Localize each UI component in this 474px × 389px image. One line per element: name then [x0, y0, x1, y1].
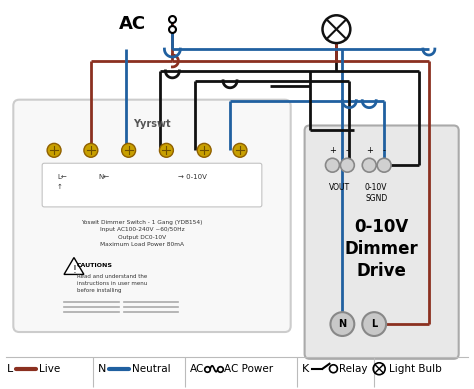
- Circle shape: [340, 158, 354, 172]
- Text: N←: N←: [99, 174, 110, 180]
- Circle shape: [122, 144, 136, 157]
- Circle shape: [84, 144, 98, 157]
- Text: -: -: [383, 146, 386, 155]
- Text: 0-10V: 0-10V: [355, 218, 409, 236]
- Text: → 0-10V: → 0-10V: [178, 174, 207, 180]
- Text: +: +: [329, 146, 336, 155]
- Circle shape: [159, 144, 173, 157]
- Circle shape: [330, 312, 354, 336]
- Text: AC: AC: [190, 364, 205, 374]
- Text: Dimmer: Dimmer: [345, 240, 419, 258]
- Circle shape: [362, 312, 386, 336]
- Circle shape: [377, 158, 391, 172]
- Text: !: !: [72, 265, 76, 275]
- Text: +: +: [366, 146, 373, 155]
- Text: ↑: ↑: [57, 184, 63, 190]
- Text: Yoswit Dimmer Switch - 1 Gang (YDB154)
Input AC100-240V ~60/50Hz
Output DC0-10V
: Yoswit Dimmer Switch - 1 Gang (YDB154) I…: [82, 220, 203, 247]
- Text: Neutral: Neutral: [132, 364, 170, 374]
- Text: Drive: Drive: [357, 262, 407, 280]
- Text: K: K: [301, 364, 309, 374]
- Text: AC Power: AC Power: [224, 364, 273, 374]
- Text: Yyrswt: Yyrswt: [133, 119, 171, 128]
- FancyBboxPatch shape: [13, 100, 291, 332]
- Text: N: N: [338, 319, 346, 329]
- Circle shape: [197, 144, 211, 157]
- Text: CAUTIONS: CAUTIONS: [77, 263, 113, 268]
- Text: Read and understand the
instructions in user menu
before installing: Read and understand the instructions in …: [77, 274, 147, 293]
- Text: AC: AC: [118, 15, 146, 33]
- Text: L: L: [8, 364, 14, 374]
- Text: 0-10V
SGND: 0-10V SGND: [365, 183, 387, 203]
- Circle shape: [326, 158, 339, 172]
- Circle shape: [362, 158, 376, 172]
- Text: Relay: Relay: [339, 364, 368, 374]
- FancyBboxPatch shape: [305, 126, 459, 359]
- Text: Live: Live: [39, 364, 60, 374]
- Text: Light Bulb: Light Bulb: [389, 364, 442, 374]
- Circle shape: [47, 144, 61, 157]
- Text: N: N: [98, 364, 106, 374]
- Text: VOUT: VOUT: [329, 183, 350, 192]
- Circle shape: [233, 144, 247, 157]
- FancyBboxPatch shape: [42, 163, 262, 207]
- Text: L: L: [371, 319, 377, 329]
- Text: -: -: [346, 146, 349, 155]
- Polygon shape: [64, 258, 84, 274]
- Text: L←: L←: [57, 174, 67, 180]
